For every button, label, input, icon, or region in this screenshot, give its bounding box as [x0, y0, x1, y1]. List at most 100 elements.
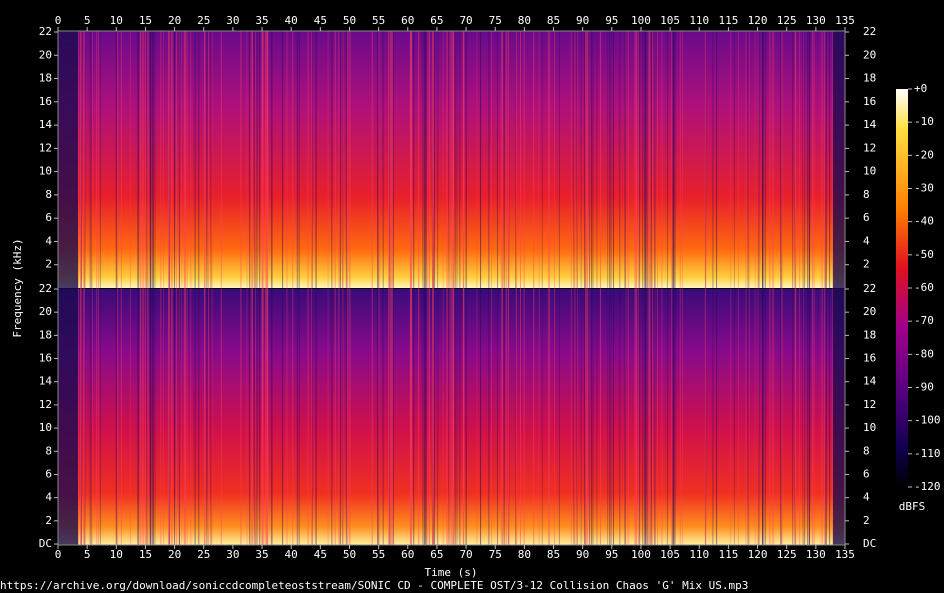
streak [607, 31, 609, 545]
streak [771, 31, 773, 545]
x-tick-label: 70 [459, 548, 472, 561]
streak [163, 31, 165, 545]
streak [807, 31, 809, 545]
streak [142, 31, 144, 545]
streak [117, 31, 119, 545]
streak [705, 31, 707, 545]
streak [773, 31, 775, 545]
streak [409, 31, 411, 545]
colorbar-tick-label: -110 [914, 447, 941, 460]
colorbar-tick-label: -50 [914, 248, 934, 261]
streak [585, 31, 587, 545]
streak [84, 31, 86, 545]
x-tick-label: 130 [806, 14, 826, 27]
streak [476, 31, 478, 545]
streak [747, 31, 749, 545]
streak [137, 31, 139, 545]
colorbar-tick-label: -30 [914, 182, 934, 195]
streak [377, 31, 379, 545]
x-tick-label: 20 [168, 14, 181, 27]
y-tick-label: 22 [863, 25, 876, 38]
y-tick-label: 14 [863, 375, 877, 388]
y-tick-label: 18 [863, 328, 876, 341]
streak [809, 31, 811, 545]
streak [491, 31, 493, 545]
streak [573, 31, 575, 545]
streak [501, 31, 503, 545]
outro-quiet [833, 31, 845, 545]
streak [120, 31, 122, 545]
streak [432, 31, 434, 545]
streak [437, 31, 439, 545]
colorbar-tick-label: -120 [914, 480, 941, 493]
streak [591, 31, 593, 545]
streak [501, 31, 503, 545]
colorbar-tick-label: +0 [914, 82, 927, 95]
y-tick-label: 12 [863, 398, 876, 411]
streak [99, 31, 101, 545]
streak [661, 31, 663, 545]
streak [194, 31, 196, 545]
y-tick-label: 2 [45, 514, 52, 527]
streak [261, 31, 263, 545]
streak [147, 31, 149, 545]
streak [644, 31, 646, 545]
plot-frame [57, 30, 846, 546]
x-tick-label: 105 [660, 548, 680, 561]
streak [645, 31, 647, 545]
streak [762, 31, 764, 545]
streak [334, 31, 336, 545]
streak [654, 31, 656, 545]
y-tick-label: 18 [39, 328, 52, 341]
streak [263, 31, 265, 545]
streak [804, 31, 806, 545]
streak [345, 31, 347, 545]
streak [311, 31, 313, 545]
streak [391, 31, 393, 545]
streak [574, 31, 576, 545]
x-tick-label: 70 [459, 14, 472, 27]
streak [208, 31, 210, 545]
streak [627, 31, 629, 545]
y-tick-label: 12 [39, 398, 52, 411]
streak [599, 31, 601, 545]
streak [270, 31, 272, 545]
x-tick-label: 40 [285, 14, 298, 27]
streak [83, 31, 85, 545]
colorbar-tick-label: -40 [914, 215, 934, 228]
streak [533, 31, 535, 545]
streak [580, 31, 582, 545]
streak [448, 31, 450, 545]
streak [90, 31, 92, 545]
streak [413, 31, 415, 545]
streak [296, 31, 298, 545]
streak [450, 31, 452, 545]
streak [249, 31, 251, 545]
x-tick-label: 35 [255, 548, 268, 561]
streak [754, 31, 756, 545]
streak [515, 31, 517, 545]
streak [704, 31, 706, 545]
y-tick-label: 6 [45, 211, 52, 224]
x-tick-label: 25 [197, 548, 210, 561]
x-tick-label: 30 [226, 14, 239, 27]
x-tick-label: 95 [605, 548, 618, 561]
streak [418, 31, 420, 545]
x-tick-label: 95 [605, 14, 618, 27]
streak [271, 31, 273, 545]
x-tick-label: 110 [689, 14, 709, 27]
x-tick-label: 130 [806, 548, 826, 561]
streak [462, 31, 464, 545]
streak [716, 31, 718, 545]
streak [371, 31, 373, 545]
streak [459, 31, 461, 545]
streak [656, 31, 658, 545]
streak [672, 31, 674, 545]
streak [115, 31, 117, 545]
streak [712, 31, 714, 545]
streak [610, 31, 612, 545]
streak [339, 31, 341, 545]
streak [648, 31, 650, 545]
streak [554, 31, 556, 545]
